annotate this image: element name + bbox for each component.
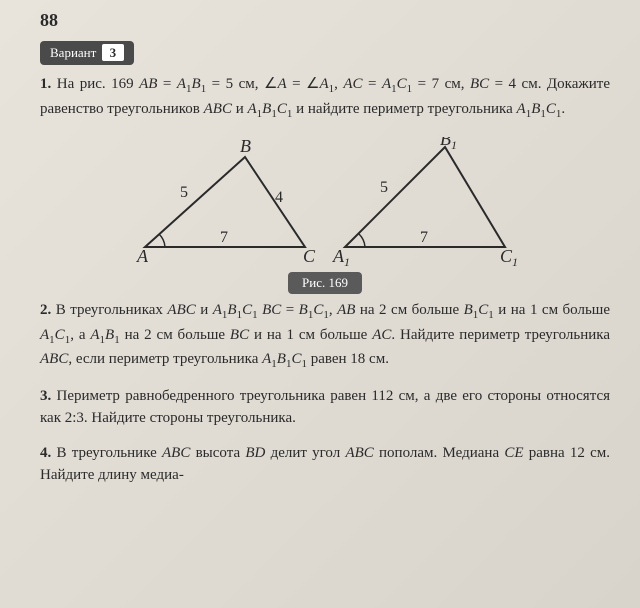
variant-badge: Вариант 3 [40, 41, 134, 65]
problem-1-text: На рис. 169 AB = A1B1 = 5 см, ∠A = ∠A1, … [40, 76, 610, 117]
side-ab-1: 5 [180, 184, 188, 201]
problem-3-text: Периметр равнобедренного треугольника ра… [40, 388, 610, 427]
problem-2-num: 2. [40, 302, 51, 318]
vertex-c1: C1 [500, 246, 518, 267]
variant-label: Вариант [50, 45, 96, 60]
diagram-triangles: A B C 5 4 7 A1 B1 C1 5 7 Рис. 169 [40, 137, 610, 294]
problem-2-text: В треугольниках ABC и A1B1C1 BC = B1C1, … [40, 302, 610, 367]
side-ac-2: 7 [420, 229, 428, 246]
page-number: 88 [40, 10, 610, 31]
figure-label: Рис. 169 [288, 272, 362, 294]
side-ab-2: 5 [380, 179, 388, 196]
vertex-a1: A1 [332, 246, 350, 267]
problem-3: 3. Периметр равнобедренного треугольника… [40, 385, 610, 430]
angle-a1 [359, 234, 365, 247]
textbook-page: 88 Вариант 3 1. На рис. 169 AB = A1B1 = … [0, 0, 640, 519]
problem-4-num: 4. [40, 445, 51, 461]
side-ac-1: 7 [220, 229, 228, 246]
vertex-c: C [303, 246, 316, 266]
triangles-svg: A B C 5 4 7 A1 B1 C1 5 7 [115, 137, 535, 267]
problem-1-num: 1. [40, 76, 51, 92]
vertex-b: B [240, 137, 251, 156]
side-bc-1: 4 [275, 189, 283, 206]
problem-3-num: 3. [40, 388, 51, 404]
problem-4: 4. В треугольнике ABC высота BD делит уг… [40, 442, 610, 487]
problem-2: 2. В треугольниках ABC и A1B1C1 BC = B1C… [40, 299, 610, 373]
variant-number: 3 [102, 44, 125, 61]
vertex-a: A [136, 246, 149, 266]
problem-4-text: В треугольнике ABC высота BD делит угол … [40, 445, 610, 484]
problem-1: 1. На рис. 169 AB = A1B1 = 5 см, ∠A = ∠A… [40, 73, 610, 122]
angle-a [159, 234, 165, 247]
